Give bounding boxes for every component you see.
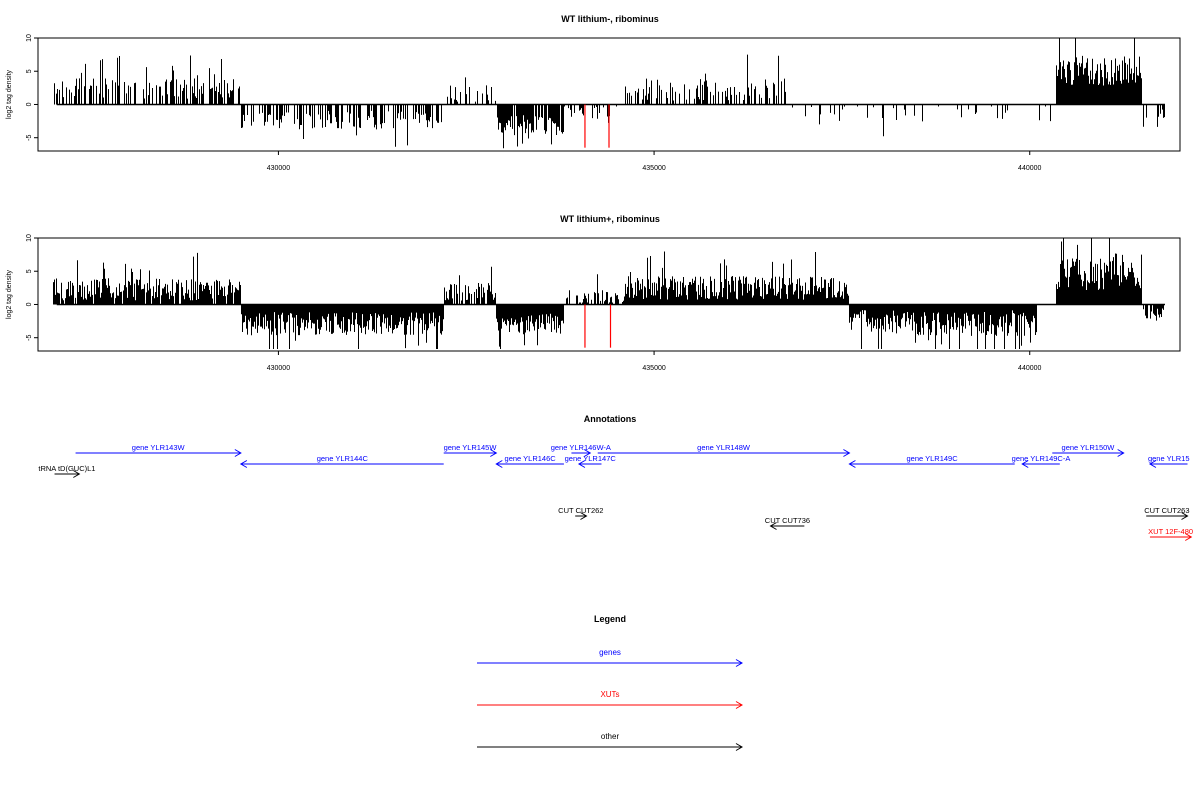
legend-label: XUTs — [600, 690, 619, 699]
feature-label: gene YLR146C — [505, 454, 557, 463]
feature-arrow-head — [769, 522, 777, 530]
feature-label: CUT CUT262 — [558, 506, 603, 515]
feature-label: CUT CUT736 — [765, 516, 810, 525]
legend-title: Legend — [594, 614, 626, 624]
y-tick-label: 5 — [26, 269, 33, 273]
feature-arrow-head — [580, 512, 588, 520]
feature-arrow-head — [583, 449, 592, 457]
x-tick-label: 440000 — [1018, 165, 1041, 172]
y-axis-label: log2 tag density — [6, 69, 13, 119]
y-axis-label: log2 tag density — [6, 269, 13, 319]
feature-arrow-head — [495, 460, 503, 468]
legend-arrow-head — [735, 659, 743, 667]
feature-label: CUT CUT263 — [1144, 506, 1189, 515]
legend-arrow-head — [735, 701, 743, 709]
plot-frame — [37, 237, 1181, 352]
feature-label: gene YLR143W — [132, 443, 186, 452]
feature-arrow-head — [239, 460, 248, 468]
y-tick-label: 10 — [26, 234, 33, 242]
plot-frame — [37, 37, 1181, 152]
x-tick-label: 430000 — [267, 165, 290, 172]
legend-label: other — [601, 732, 620, 741]
legend-arrow-head — [735, 743, 743, 751]
x-tick-label: 430000 — [267, 365, 290, 372]
feature-arrow-head — [1181, 512, 1189, 520]
feature-arrow-head — [577, 460, 586, 468]
feature-arrow-head — [1185, 533, 1193, 541]
y-tick-label: 5 — [26, 69, 33, 73]
feature-arrow-head — [1117, 449, 1125, 457]
feature-label: gene YLR150W — [1062, 443, 1116, 452]
feature-label: gene YLR15 — [1148, 454, 1190, 463]
annotations-title: Annotations — [584, 414, 637, 424]
y-tick-label: -5 — [26, 134, 33, 140]
feature-arrow-head — [848, 460, 856, 468]
feature-label: gene YLR144C — [317, 454, 369, 463]
x-tick-label: 440000 — [1018, 365, 1041, 372]
y-tick-label: 0 — [26, 102, 33, 106]
feature-arrow-head — [1148, 460, 1157, 468]
feature-label: gene YLR145W — [444, 443, 498, 452]
x-tick-label: 435000 — [642, 365, 665, 372]
feature-label: gene YLR149C — [906, 454, 958, 463]
feature-label: gene YLR148W — [697, 443, 751, 452]
feature-arrow-head — [73, 470, 81, 478]
chart-title: WT lithium-, ribominus — [561, 14, 659, 24]
chart-title: WT lithium+, ribominus — [560, 214, 660, 224]
feature-arrow-head — [490, 449, 498, 457]
feature-label: gene YLR146W-A — [551, 443, 611, 452]
x-tick-label: 435000 — [642, 165, 665, 172]
y-tick-label: 10 — [26, 34, 33, 42]
feature-label: tRNA tD(GUC)L1 — [38, 464, 95, 473]
legend-label: genes — [599, 648, 621, 657]
y-tick-label: 0 — [26, 302, 33, 306]
feature-label: XUT 12F-480 — [1148, 527, 1193, 536]
feature-arrow-head — [234, 449, 242, 457]
feature-arrow-head — [843, 449, 851, 457]
feature-label: gene YLR147C — [565, 454, 617, 463]
feature-label: gene YLR149C-A — [1012, 454, 1071, 463]
feature-arrow-head — [1021, 460, 1029, 468]
y-tick-label: -5 — [26, 334, 33, 340]
